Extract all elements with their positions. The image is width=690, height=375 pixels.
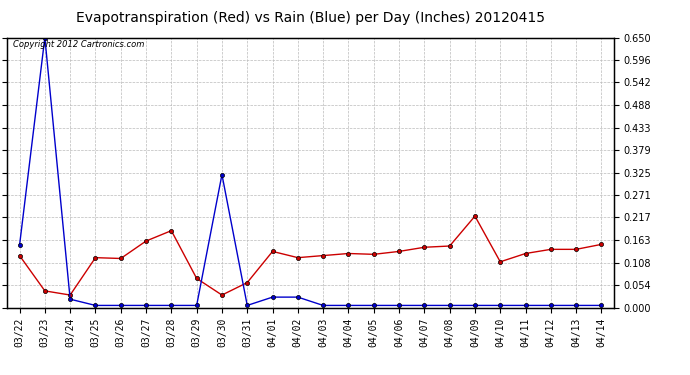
Text: Evapotranspiration (Red) vs Rain (Blue) per Day (Inches) 20120415: Evapotranspiration (Red) vs Rain (Blue) … (76, 11, 545, 25)
Text: Copyright 2012 Cartronics.com: Copyright 2012 Cartronics.com (13, 40, 144, 49)
